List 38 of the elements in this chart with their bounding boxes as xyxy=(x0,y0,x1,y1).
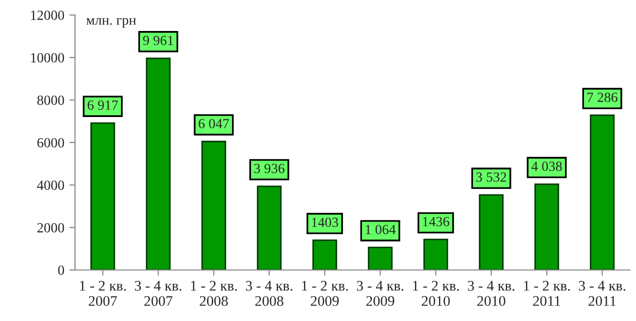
data-label: 1436 xyxy=(423,216,450,226)
y-tick-label: 10000 xyxy=(31,53,64,62)
y-tick-label: 6000 xyxy=(37,138,64,148)
bar xyxy=(423,238,448,270)
data-label: 1403 xyxy=(312,218,338,227)
data-label: 4 038 xyxy=(531,162,562,171)
bar xyxy=(478,194,504,270)
y-tick-label: 8000 xyxy=(37,96,64,105)
x-tick-label: 3 - 4 кв. 2009 xyxy=(356,280,404,306)
data-label: 1 064 xyxy=(366,224,396,234)
bar xyxy=(368,246,393,270)
data-label: 7 286 xyxy=(588,92,618,102)
x-tick-label: 1 - 2 кв. 2010 xyxy=(413,280,459,306)
data-label: 6 917 xyxy=(88,100,118,110)
bar xyxy=(256,186,282,270)
bar xyxy=(90,122,116,270)
x-tick-label: 3 - 4 кв. 2007 xyxy=(134,280,182,306)
data-label: 9 961 xyxy=(143,36,174,46)
y-axis-title: млн. грн xyxy=(86,18,136,28)
bar xyxy=(201,140,226,270)
data-label: 3 936 xyxy=(254,164,284,174)
x-tick-label: 3 - 4 кв. 2011 xyxy=(578,280,626,306)
bar xyxy=(312,239,338,270)
y-tick-label: 12000 xyxy=(31,10,64,20)
bar xyxy=(590,114,615,270)
bar xyxy=(534,184,560,270)
x-tick-label: 1 - 2 кв. 2009 xyxy=(302,280,348,306)
x-tick-label: 1 - 2 кв. 2007 xyxy=(80,280,126,306)
y-tick-label: 0 xyxy=(58,266,64,275)
data-label: 6 047 xyxy=(198,118,229,128)
x-tick-label: 1 - 2 кв. 2008 xyxy=(191,280,237,306)
y-tick-label: 2000 xyxy=(37,223,64,232)
data-label: 3 532 xyxy=(476,172,506,182)
x-tick-label: 3 - 4 кв. 2008 xyxy=(246,280,292,306)
bar xyxy=(146,58,171,270)
x-tick-label: 3 - 4 кв. 2010 xyxy=(468,280,514,306)
y-tick-label: 4000 xyxy=(37,180,64,190)
x-tick-label: 1 - 2 кв. 2011 xyxy=(524,280,570,306)
